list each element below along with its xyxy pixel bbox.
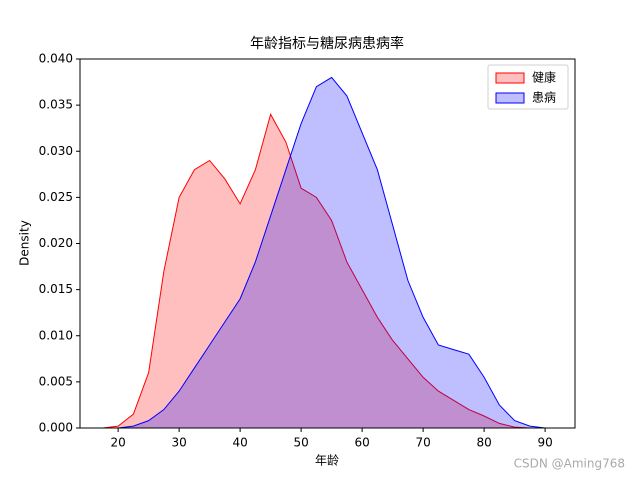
y-tick-label: 0.000 [39, 421, 73, 435]
watermark: CSDN @Aming768 [514, 457, 625, 471]
y-tick-label: 0.020 [39, 236, 73, 250]
legend-swatch [495, 92, 525, 104]
x-tick-label: 60 [354, 436, 369, 450]
y-axis-label: Density [18, 220, 32, 266]
x-tick-label: 80 [476, 436, 491, 450]
y-tick-label: 0.025 [39, 190, 73, 204]
x-axis-label: 年龄 [315, 454, 339, 468]
x-tick-label: 90 [537, 436, 552, 450]
x-tick-label: 70 [415, 436, 430, 450]
x-tick-label: 50 [293, 436, 308, 450]
y-tick-label: 0.010 [39, 328, 73, 342]
x-tick-label: 40 [232, 436, 247, 450]
density-line [102, 113, 546, 429]
legend-swatch [495, 72, 525, 84]
x-tick-label: 30 [171, 436, 186, 450]
y-tick-label: 0.015 [39, 282, 73, 296]
y-tick-label: 0.040 [39, 52, 73, 66]
area-fill [102, 77, 546, 428]
y-tick-label: 0.030 [39, 144, 73, 158]
legend-label: 健康 [532, 70, 556, 85]
chart-title: 年龄指标与糖尿病患病率 [250, 35, 404, 52]
density-line [102, 76, 546, 429]
y-tick-label: 0.035 [39, 98, 73, 112]
x-tick-label: 20 [110, 436, 125, 450]
legend-label: 患病 [532, 90, 556, 105]
y-tick-label: 0.005 [39, 374, 73, 388]
legend-box [487, 64, 569, 110]
area-fill [102, 114, 546, 428]
